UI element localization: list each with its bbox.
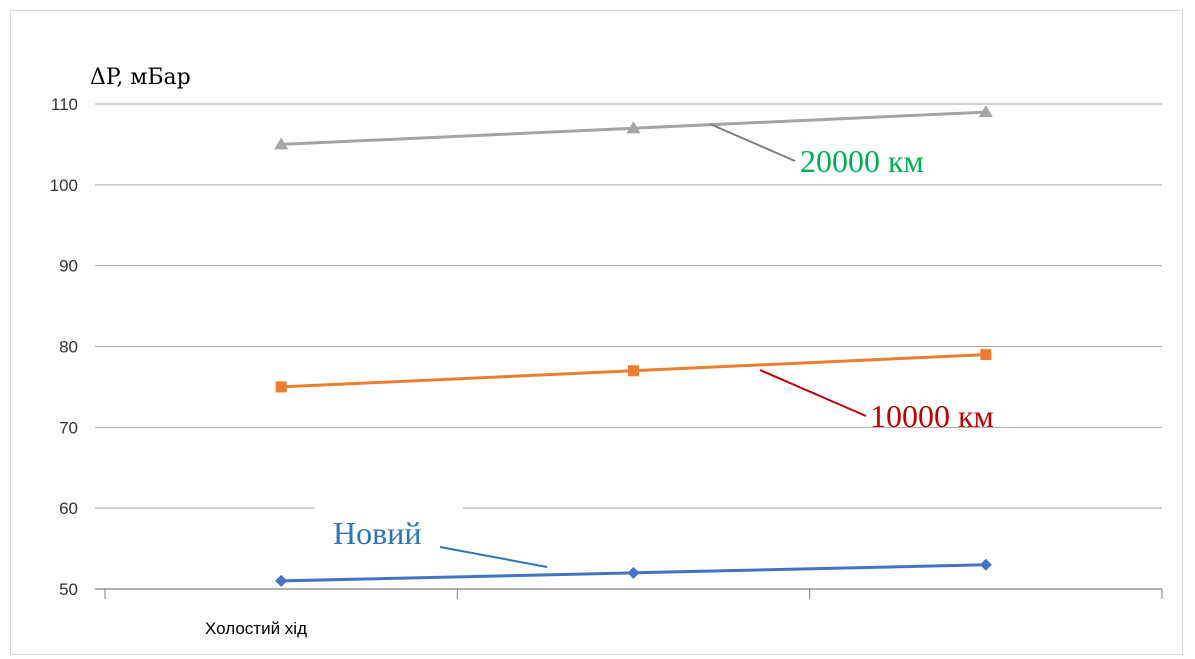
series-2-point-2 bbox=[978, 105, 993, 118]
series-0-leader-line bbox=[439, 546, 548, 568]
y-tick-label-70: 70 bbox=[59, 418, 78, 437]
series-0-point-1 bbox=[627, 566, 640, 579]
series-2-point-0 bbox=[274, 137, 289, 150]
x-category-label-0: Холостий хід bbox=[205, 619, 307, 638]
chart-frame bbox=[10, 10, 1183, 655]
gridlines bbox=[95, 103, 1162, 519]
series-0-point-2 bbox=[979, 558, 992, 571]
axes: 50 60 70 80 90 100 110 Холостий хід bbox=[50, 95, 1163, 638]
y-tick-label-50: 50 bbox=[59, 580, 78, 599]
series-1-point-2 bbox=[980, 349, 992, 361]
series-2-point-1 bbox=[626, 121, 641, 134]
y-tick-label-100: 100 bbox=[50, 176, 78, 195]
series-1-label: 10000 км bbox=[870, 398, 994, 434]
series-1-point-0 bbox=[275, 381, 287, 393]
y-tick-label-110: 110 bbox=[51, 95, 78, 114]
y-tick-label-80: 80 bbox=[59, 338, 78, 357]
series-1-point-1 bbox=[628, 365, 639, 377]
y-tick-label-60: 60 bbox=[59, 499, 78, 518]
series-labels: Новий 10000 км 20000 км bbox=[333, 123, 994, 568]
series-2-label: 20000 км bbox=[800, 143, 924, 179]
series-layer bbox=[274, 105, 993, 587]
series-0-label: Новий bbox=[333, 515, 421, 551]
series-1-leader-line bbox=[759, 369, 867, 417]
label-mask bbox=[315, 497, 463, 519]
y-axis-title: ΔP, мБар bbox=[90, 65, 191, 90]
series-0-point-0 bbox=[275, 574, 288, 587]
y-tick-label-90: 90 bbox=[59, 257, 78, 276]
series-2-leader-line bbox=[709, 123, 796, 162]
